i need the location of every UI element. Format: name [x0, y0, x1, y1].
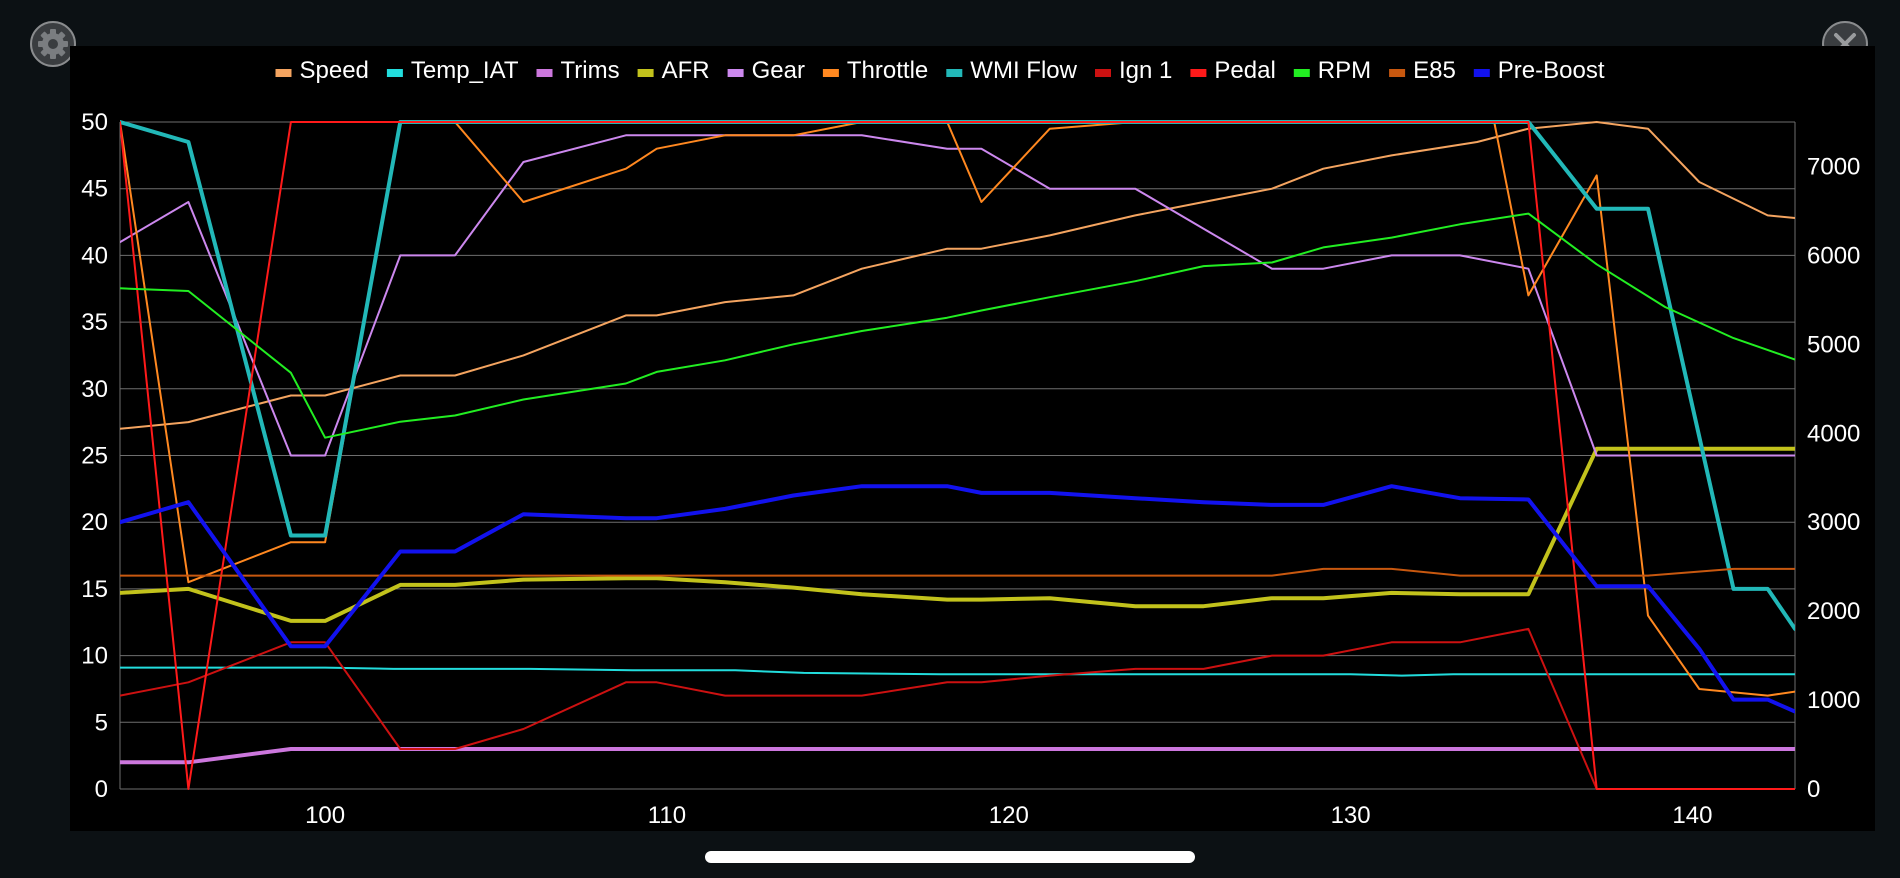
y-left-tick-label: 40 — [81, 242, 108, 269]
grid — [119, 121, 1796, 790]
y-right-tick-label: 4000 — [1807, 420, 1860, 447]
y-left-tick-label: 15 — [81, 576, 108, 603]
legend-swatch — [386, 69, 403, 77]
legend-item-pre-boost: Pre-Boost — [1473, 57, 1605, 84]
y-right-tick-label: 0 — [1807, 776, 1820, 803]
legend-item-throttle: Throttle — [822, 57, 928, 84]
legend-item-ign-1: Ign 1 — [1095, 57, 1172, 84]
y-right-tick-label: 1000 — [1807, 687, 1860, 714]
legend-swatch — [1293, 69, 1310, 77]
legend-swatch — [946, 69, 963, 77]
chart-panel: Speed Temp_IAT Trims AFR Gear Throttle WMI Flo… — [70, 46, 1875, 831]
settings-button[interactable] — [30, 21, 76, 67]
legend-swatch — [1095, 69, 1111, 77]
legend-item-wmi-flow: WMI Flow — [946, 57, 1078, 84]
y-left-tick-label: 5 — [95, 709, 108, 736]
y-left-tick-label: 30 — [81, 376, 108, 403]
series-line-wmi-flow — [120, 120, 1795, 631]
legend-label: AFR — [662, 57, 710, 84]
series-line-rpm — [120, 212, 1795, 439]
legend-label: RPM — [1318, 57, 1371, 84]
x-tick-label: 100 — [305, 802, 345, 829]
x-tick-label: 130 — [1331, 802, 1371, 829]
legend-swatch — [1389, 69, 1406, 77]
legend-label: Pedal — [1214, 57, 1275, 84]
series-line-ign-1 — [120, 627, 1795, 790]
y-right-tick-label: 5000 — [1807, 331, 1860, 358]
y-right-tick-label: 6000 — [1807, 242, 1860, 269]
legend-swatch — [1473, 69, 1490, 77]
y-left-tick-label: 45 — [81, 176, 108, 203]
x-tick-label: 110 — [648, 802, 686, 829]
legend-item-afr: AFR — [637, 57, 710, 84]
legend-item-trims: Trims — [536, 57, 620, 84]
series-line-speed — [120, 121, 1795, 430]
legend-item-gear: Gear — [727, 57, 805, 84]
series-line-throttle — [120, 121, 1795, 697]
axes: 0 5 10 15 20 25 30 35 40 45 50 0 1000 2000 3000 4000 500… — [81, 109, 1860, 829]
y-left-tick-label: 35 — [81, 309, 108, 336]
legend-item-pedal: Pedal — [1190, 57, 1276, 84]
series-line-e85 — [120, 567, 1795, 577]
legend-label: WMI Flow — [970, 57, 1077, 84]
series-line-afr — [120, 446, 1795, 623]
home-indicator[interactable] — [705, 851, 1195, 863]
y-right-tick-label: 3000 — [1807, 509, 1860, 536]
legend-label: E85 — [1413, 57, 1456, 84]
legend-swatch — [275, 69, 292, 77]
legend-label: Ign 1 — [1119, 57, 1172, 84]
legend-item-temp-iat: Temp_IAT — [386, 57, 519, 84]
legend-label: Trims — [561, 57, 620, 84]
y-left-tick-label: 10 — [81, 643, 108, 670]
y-left-tick-label: 50 — [81, 109, 108, 136]
series-line-gear — [120, 134, 1795, 457]
legend-swatch — [637, 69, 654, 77]
series-line-temp-iat — [120, 666, 1795, 677]
legend-label: Speed — [300, 57, 369, 84]
series-line-trims — [120, 747, 1795, 765]
legend-swatch — [822, 69, 839, 77]
legend-item-speed: Speed — [275, 57, 369, 84]
legend-label: Throttle — [847, 57, 928, 84]
legend-swatch — [536, 69, 553, 77]
legend-item-e85: E85 — [1389, 57, 1456, 84]
x-tick-label: 140 — [1672, 802, 1712, 829]
gear-icon — [38, 29, 68, 59]
line-chart: Speed Temp_IAT Trims AFR Gear Throttle WMI Flo… — [81, 57, 1860, 829]
series-lines — [120, 120, 1795, 790]
y-right-tick-label: 2000 — [1807, 598, 1860, 625]
legend-label: Temp_IAT — [411, 57, 519, 84]
legend-swatch — [727, 69, 744, 77]
y-right-tick-label: 7000 — [1807, 153, 1860, 180]
legend-item-rpm: RPM — [1293, 57, 1371, 84]
y-left-tick-label: 25 — [81, 443, 108, 470]
series-line-pre-boost — [120, 484, 1795, 714]
y-left-tick-label: 0 — [95, 776, 108, 803]
y-left-tick-label: 20 — [81, 509, 108, 536]
series-line-pedal — [120, 121, 1795, 790]
legend-label: Gear — [752, 57, 805, 84]
x-tick-label: 120 — [989, 802, 1029, 829]
legend: Speed Temp_IAT Trims AFR Gear Throttle WMI Flo… — [275, 57, 1605, 84]
legend-label: Pre-Boost — [1498, 57, 1605, 84]
legend-swatch — [1190, 69, 1207, 77]
